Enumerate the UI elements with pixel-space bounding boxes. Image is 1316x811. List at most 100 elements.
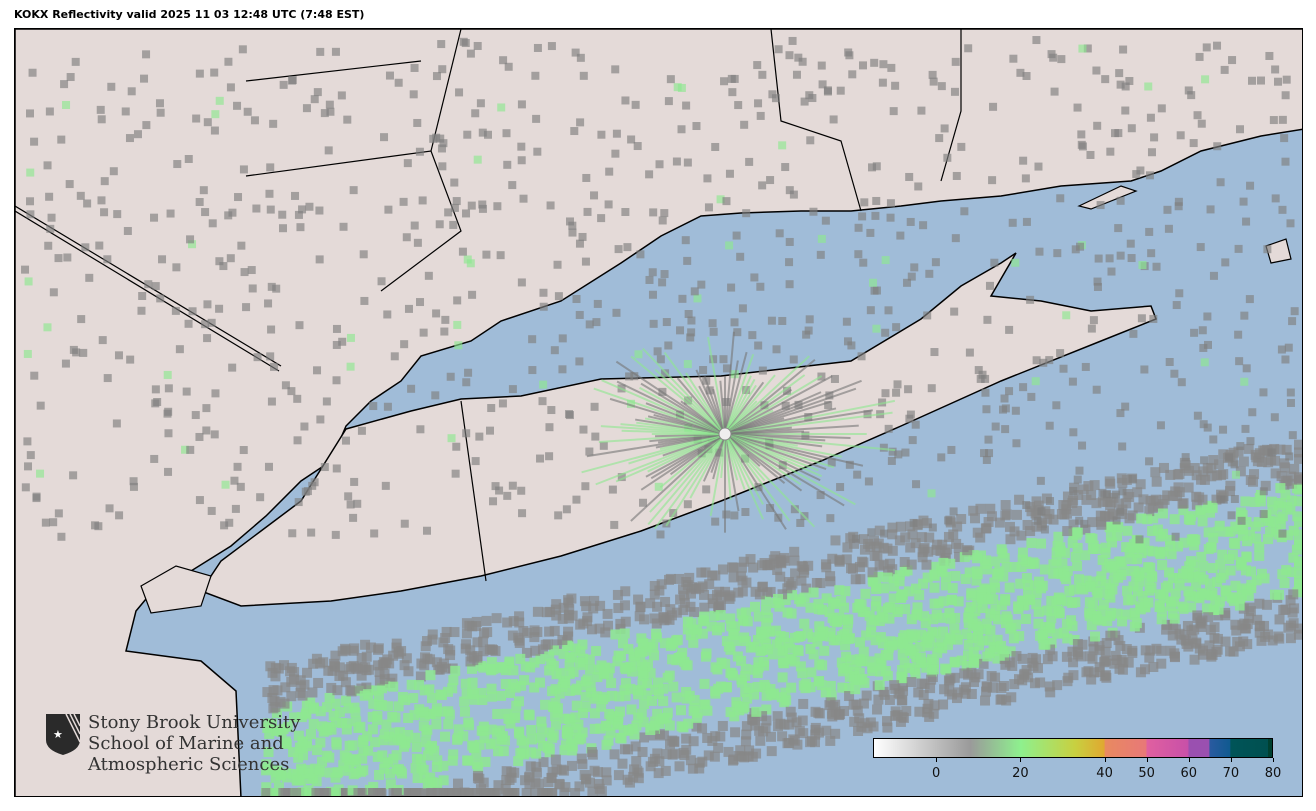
echo-pixel [709,327,718,336]
echo-pixel [1149,314,1158,323]
echo-pixel [1156,421,1165,430]
echo-pixel [831,635,842,646]
echo-pixel [403,666,414,677]
echo-pixel [605,167,614,176]
echo-pixel [794,725,805,736]
radar-map[interactable] [14,28,1303,797]
echo-pixel [656,530,665,539]
echo-pixel [524,779,535,790]
echo-pixel [351,716,362,727]
echo-pixel [279,660,290,671]
echo-pixel [781,401,790,410]
echo-pixel [502,129,511,138]
echo-pixel [239,446,248,455]
echo-pixel [757,582,768,593]
echo-pixel [287,76,296,85]
echo-pixel [1087,517,1098,528]
echo-pixel [288,747,299,758]
echo-pixel [880,529,889,538]
echo-pixel [464,368,473,377]
echo-pixel [547,42,556,51]
echo-pixel [325,100,334,109]
echo-pixel [1189,654,1200,665]
echo-pixel [1206,651,1217,662]
echo-pixel [980,523,991,534]
echo-pixel [845,460,854,469]
echo-pixel [1029,558,1040,569]
echo-pixel [790,568,801,579]
echo-pixel [760,682,771,693]
echo-pixel [467,663,478,674]
echo-pixel [219,262,228,271]
echo-pixel [1080,524,1091,535]
echo-pixel [332,464,341,473]
echo-pixel [353,499,362,508]
echo-pixel [962,545,973,556]
echo-pixel [656,579,667,590]
echo-pixel [901,706,912,717]
echo-pixel [883,603,894,614]
echo-pixel [892,323,901,332]
echo-pixel [1183,465,1194,476]
echo-pixel [887,640,898,651]
echo-pixel [888,447,897,456]
echo-pixel [568,221,577,230]
echo-pixel [793,631,804,642]
echo-pixel [445,788,456,796]
echo-pixel [638,717,649,728]
echo-pixel [615,651,626,662]
echo-pixel [268,685,279,696]
echo-pixel [1073,103,1082,112]
echo-pixel [1062,491,1073,502]
echo-pixel [981,618,992,629]
echo-pixel [921,657,932,668]
echo-pixel [315,255,324,264]
echo-pixel [383,402,392,411]
echo-pixel [649,613,660,624]
echo-pixel [1129,329,1138,338]
echo-pixel [1062,565,1073,576]
echo-pixel [461,688,472,699]
echo-pixel [1254,448,1265,459]
echo-spoke [724,430,805,435]
echo-pixel [985,449,994,458]
echo-pixel [716,681,727,692]
echo-pixel [289,712,300,723]
echo-pixel [1287,607,1298,618]
echo-pixel [1198,561,1209,572]
echo-pixel [1231,625,1242,636]
echo-pixel [797,715,808,726]
echo-pixel [784,643,795,654]
echo-pixel [894,570,905,581]
echo-pixel [449,627,460,638]
echo-pixel [1128,539,1139,550]
echo-pixel [755,735,766,746]
echo-pixel [599,668,610,679]
echo-pixel [758,70,767,79]
echo-pixel [752,681,763,692]
echo-pixel [821,216,830,225]
echo-pixel [394,78,403,87]
echo-pixel [339,750,350,761]
echo-pixel [1087,324,1096,333]
echo-pixel [897,681,908,692]
echo-pixel [627,135,636,144]
echo-pixel [486,426,495,435]
echo-pixel [951,693,962,704]
echo-spoke [709,433,726,517]
echo-pixel [1046,638,1057,649]
echo-pixel [1216,178,1225,187]
echo-pixel [895,521,906,532]
colorbar-tick-label: 60 [1180,766,1198,781]
echo-pixel [853,470,862,479]
echo-pixel [925,683,936,694]
echo-pixel [226,254,235,263]
echo-pixel [356,670,367,681]
echo-pixel [1183,586,1194,597]
echo-pixel [813,599,824,610]
echo-pixel [730,621,741,632]
echo-spoke [724,331,735,435]
echo-spoke [724,360,739,435]
echo-pixel [690,287,699,296]
echo-pixel [525,761,536,772]
